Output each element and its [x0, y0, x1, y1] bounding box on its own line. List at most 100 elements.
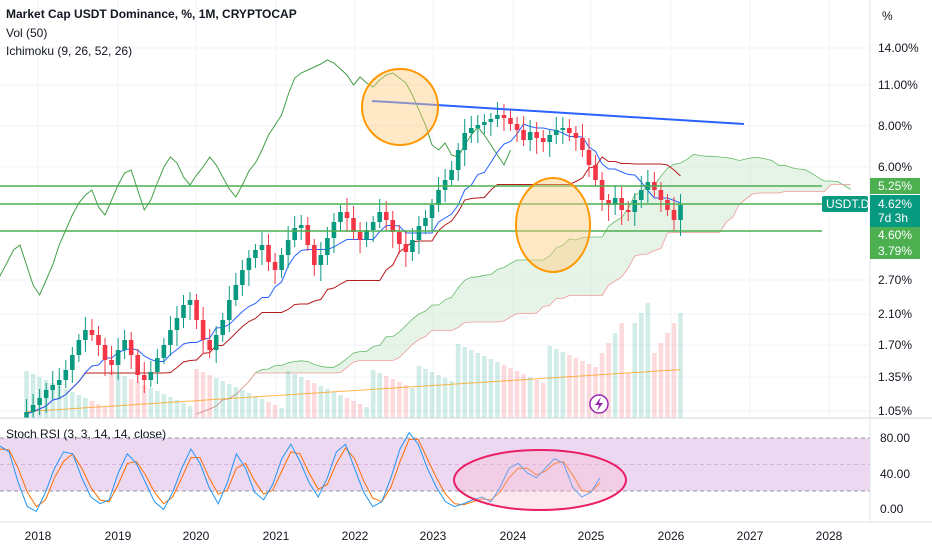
candle-body — [632, 200, 638, 212]
volume-ma-line — [26, 369, 681, 413]
volume-bar — [410, 388, 415, 418]
volume-bar — [161, 394, 167, 418]
candle-body — [115, 350, 121, 365]
price-tick-label: 2.70% — [878, 273, 912, 287]
volume-bar — [259, 399, 265, 418]
volume-bar — [344, 398, 350, 418]
volume-bar — [645, 303, 651, 418]
volume-bar — [442, 378, 448, 418]
volume-legend[interactable]: Vol (50) — [6, 26, 48, 40]
volume-bar — [279, 408, 284, 418]
volume-bar — [527, 377, 533, 418]
volume-bar — [573, 358, 579, 418]
candle-body — [521, 130, 526, 140]
candle-body — [279, 255, 284, 270]
price-tick-label: 14.00% — [878, 41, 919, 55]
stoch-axis[interactable]: 80.00 40.00 0.00 — [880, 431, 910, 516]
volume-bar — [586, 364, 592, 418]
candle-body — [678, 205, 683, 220]
candle-body — [233, 285, 239, 300]
candle-body — [370, 222, 376, 230]
price-label-lower: 3.79% — [870, 243, 920, 259]
candle-body — [527, 132, 533, 140]
highlight-oval-stoch[interactable] — [453, 449, 627, 511]
candle-body — [423, 218, 428, 226]
candle-body — [625, 210, 631, 212]
highlight-circle-bottom[interactable] — [515, 177, 591, 273]
volume-bar — [560, 352, 566, 418]
candle-body — [671, 210, 677, 220]
candle-body — [312, 245, 317, 265]
volume-bar — [70, 392, 75, 418]
volume-bar — [181, 403, 186, 418]
price-label-resistance: 5.25% — [870, 178, 920, 194]
candle-body — [540, 138, 546, 142]
time-tick-label: 2027 — [737, 529, 764, 543]
price-tick-label: 1.70% — [878, 338, 912, 352]
candle-body — [553, 130, 559, 135]
candle-body — [187, 300, 193, 305]
volume-bar — [115, 373, 121, 418]
candle-body — [63, 370, 69, 380]
volume-bar — [155, 391, 160, 418]
candle-body — [181, 305, 186, 318]
ichimoku-legend[interactable]: Ichimoku (9, 26, 52, 26) — [6, 44, 133, 58]
candle-body — [475, 125, 481, 128]
volume-bar — [312, 383, 317, 418]
volume-bar — [403, 385, 409, 418]
candle-body — [397, 232, 402, 244]
candle-body — [200, 320, 206, 340]
volume-bar — [416, 366, 422, 418]
volume-bar — [475, 353, 481, 418]
grid — [0, 0, 870, 418]
volume-bar — [508, 368, 513, 418]
stoch-legend[interactable]: Stoch RSI (3, 3, 14, 14, close) — [6, 427, 167, 441]
candle-body — [259, 245, 265, 250]
svg-text:7d 3h: 7d 3h — [878, 211, 908, 225]
volume-bar — [436, 375, 441, 418]
volume-bar — [89, 401, 95, 418]
candle-body — [83, 330, 88, 340]
candle-body — [436, 190, 441, 205]
candle-body — [534, 132, 539, 138]
candle-body — [30, 405, 36, 412]
chart-title[interactable]: Market Cap USDT Dominance, %, 1M, CRYPTO… — [6, 7, 297, 21]
time-tick-label: 2018 — [25, 529, 52, 543]
candle-body — [109, 360, 114, 365]
time-tick-label: 2021 — [263, 529, 290, 543]
volume-bar — [102, 407, 108, 418]
candle-body — [501, 115, 507, 118]
volume-bar — [109, 370, 114, 418]
volume-bar — [612, 333, 618, 418]
volume-bar — [580, 361, 585, 418]
volume-bar — [370, 370, 376, 418]
time-tick-label: 2020 — [183, 529, 210, 543]
volume-bar — [397, 382, 402, 418]
volume-bar — [429, 372, 435, 418]
candle-body — [292, 228, 297, 240]
candle-body — [331, 222, 337, 238]
candle-body — [612, 198, 618, 205]
candle-body — [560, 128, 566, 130]
volume-bar — [547, 346, 553, 418]
volume-bar — [593, 367, 598, 418]
price-tick-label: 11.00% — [878, 78, 918, 92]
symbol-label[interactable]: USDT.D — [822, 196, 870, 212]
svg-text:USDT.D: USDT.D — [826, 197, 870, 211]
highlight-circle-top[interactable] — [361, 68, 439, 146]
unit-label[interactable]: % — [882, 9, 893, 23]
candle-body — [24, 412, 29, 418]
candle-body — [357, 232, 363, 240]
volume-bar — [246, 393, 252, 418]
time-axis[interactable]: 2018 2019 2020 2021 2022 2023 2024 2025 2026 2027… — [25, 529, 843, 543]
candle-body — [586, 150, 592, 165]
price-axis[interactable]: 14.00% 11.00% 8.00% 6.00% 2.70% 2.10% 1.70% 1.3… — [878, 41, 919, 418]
candle-body — [50, 385, 55, 390]
volume-bar — [390, 379, 396, 418]
price-label-support: 4.60% — [870, 227, 920, 243]
trend-line[interactable] — [371, 100, 745, 125]
candle-body — [318, 255, 324, 265]
volume-bar — [639, 313, 644, 418]
candle-body — [298, 225, 304, 228]
candle-body — [377, 212, 382, 222]
